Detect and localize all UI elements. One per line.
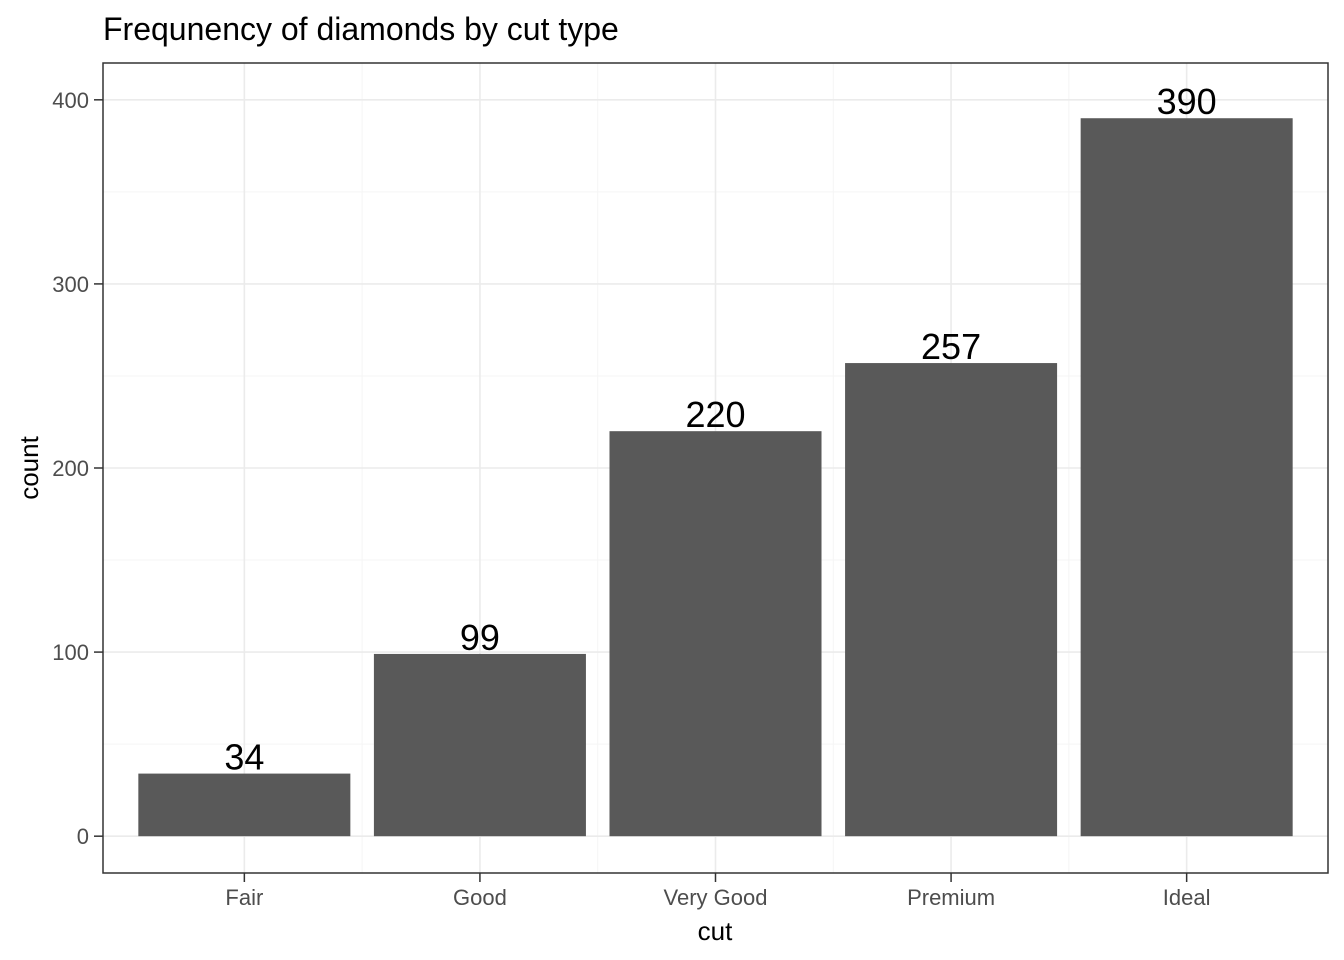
data-labels: 34 99 220 257 390 (224, 81, 1216, 777)
y-axis: 0 100 200 300 400 (52, 88, 103, 849)
y-tick-label: 300 (52, 272, 89, 297)
x-axis-title: cut (698, 916, 733, 946)
data-label: 390 (1157, 81, 1217, 122)
x-tick-label: Ideal (1163, 885, 1211, 910)
bar-very-good (609, 431, 822, 837)
data-label: 34 (224, 737, 264, 778)
y-tick-label: 200 (52, 456, 89, 481)
x-tick-label: Fair (225, 885, 263, 910)
y-tick-label: 100 (52, 640, 89, 665)
y-tick-label: 0 (77, 824, 89, 849)
x-axis: Fair Good Very Good Premium Ideal (225, 873, 1211, 910)
data-label: 99 (460, 617, 500, 658)
x-tick-label: Good (453, 885, 507, 910)
bars (138, 118, 1293, 837)
bar-premium (845, 363, 1058, 837)
chart-title: Frequnency of diamonds by cut type (103, 11, 619, 47)
bar-fair (138, 773, 351, 837)
bar-good (373, 653, 586, 837)
y-axis-title: count (14, 435, 44, 499)
data-label: 257 (921, 326, 981, 367)
y-tick-label: 400 (52, 88, 89, 113)
data-label: 220 (685, 394, 745, 435)
x-tick-label: Very Good (664, 885, 768, 910)
x-tick-label: Premium (907, 885, 995, 910)
bar-ideal (1080, 118, 1293, 837)
